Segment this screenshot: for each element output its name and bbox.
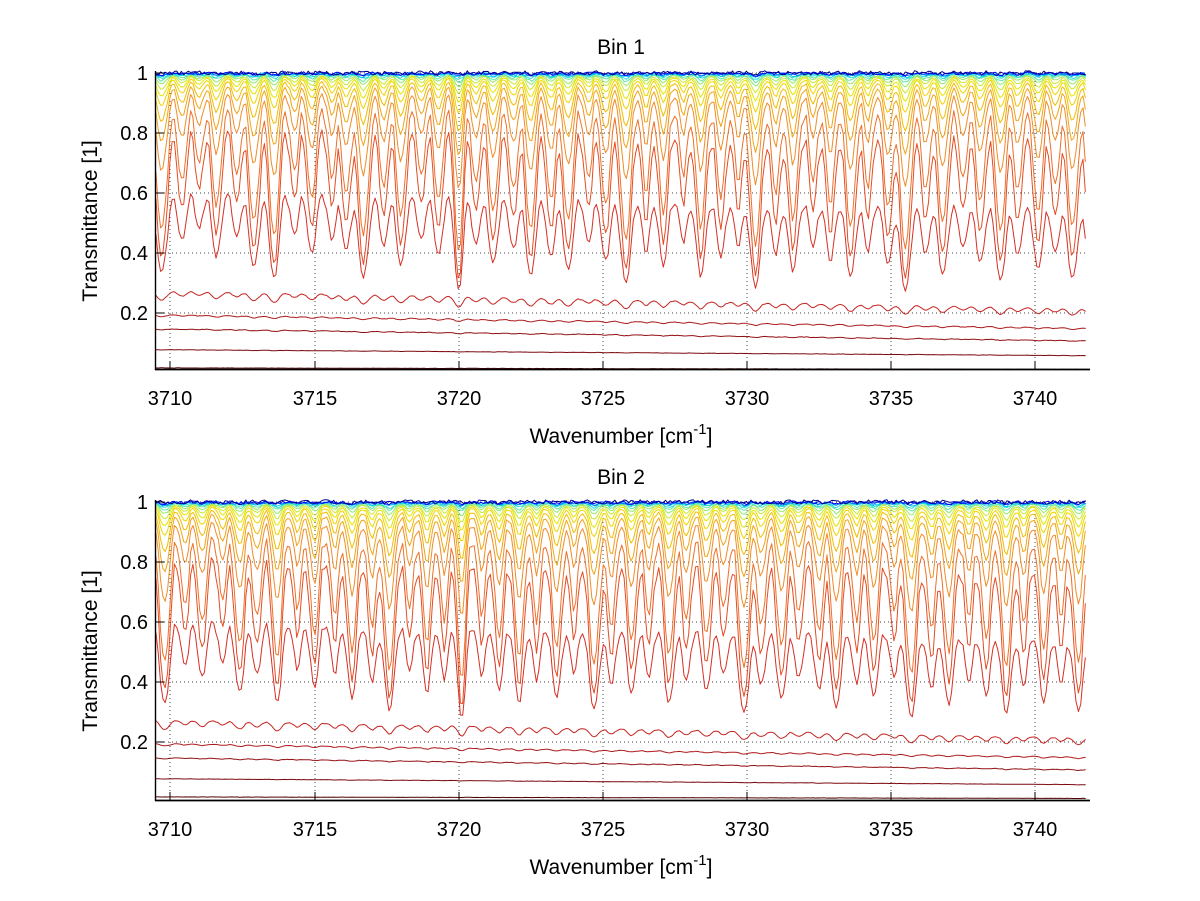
subplot-bin2: Bin 2 Transmittance [1] 1 0.8 0.6 0.4 0.… <box>79 466 1090 879</box>
ytick-label: 0.2 <box>120 732 148 754</box>
transmittance-curve <box>156 72 1086 84</box>
transmittance-curve <box>156 778 1086 786</box>
transmittance-curve <box>156 80 1086 132</box>
bin1-ylabel: Transmittance [1] <box>79 140 102 301</box>
transmittance-curve <box>156 505 1086 531</box>
xtick-label: 3735 <box>869 819 914 841</box>
ytick-label: 0.6 <box>120 612 148 634</box>
ytick-label: 0.8 <box>120 552 148 574</box>
transmittance-curve <box>156 93 1086 189</box>
transmittance-curve <box>156 796 1086 799</box>
xtick-label: 3720 <box>437 819 482 841</box>
xtick-label: 3730 <box>725 388 770 410</box>
xtick-label: 3725 <box>581 819 626 841</box>
bin2-axes <box>154 500 1090 802</box>
ytick-label: 0.4 <box>120 672 148 694</box>
transmittance-curve <box>156 500 1086 506</box>
xtick-label: 3720 <box>437 388 482 410</box>
ytick-label: 0.2 <box>120 303 148 325</box>
ytick-label: 0.6 <box>120 183 148 205</box>
transmittance-curve <box>156 720 1086 746</box>
transmittance-curve <box>156 129 1086 279</box>
xtick-label: 3710 <box>148 388 193 410</box>
transmittance-curve <box>156 513 1086 582</box>
transmittance-curve <box>156 621 1086 718</box>
ytick-label: 1 <box>137 492 148 514</box>
bin2-curves <box>156 499 1086 799</box>
transmittance-curve <box>156 349 1086 357</box>
xtick-label: 3740 <box>1013 819 1058 841</box>
transmittance-curve <box>156 70 1086 76</box>
bin1-title: Bin 1 <box>597 36 645 59</box>
transmittance-curve <box>156 314 1086 330</box>
transmittance-curve <box>156 521 1086 614</box>
xtick-label: 3710 <box>148 819 193 841</box>
transmittance-curve <box>156 77 1086 114</box>
transmittance-curve <box>156 757 1086 771</box>
ytick-label: 0.8 <box>120 123 148 145</box>
bin2-ylabel: Transmittance [1] <box>79 570 102 731</box>
transmittance-curve <box>156 506 1086 541</box>
transmittance-curve <box>156 328 1086 342</box>
transmittance-curve <box>156 76 1086 103</box>
transmittance-curve <box>156 743 1086 760</box>
transmittance-curve <box>156 501 1086 512</box>
transmittance-curve <box>156 291 1086 316</box>
transmittance-curve <box>156 499 1086 505</box>
bin2-xtick-labels: 3710 3715 3720 3725 3730 3735 3740 <box>148 819 1058 841</box>
ytick-label: 0.4 <box>120 243 148 265</box>
xtick-label: 3730 <box>725 819 770 841</box>
transmittance-curve <box>156 193 1086 292</box>
transmittance-curve <box>156 75 1086 94</box>
transmittance-curve <box>156 85 1086 155</box>
xtick-label: 3715 <box>293 819 338 841</box>
transmittance-curve <box>156 72 1086 79</box>
bin2-xlabel: Wavenumber [cm-1] <box>530 852 713 879</box>
subplot-bin1: Bin 1 Transmittance [1] 1 0.8 0.6 0.4 0.… <box>79 36 1090 448</box>
xtick-label: 3715 <box>293 388 338 410</box>
bin2-title: Bin 2 <box>597 466 645 489</box>
transmittance-curve <box>156 536 1086 676</box>
transmittance-curve <box>156 504 1086 523</box>
bin1-ytick-labels: 1 0.8 0.6 0.4 0.2 <box>120 63 148 325</box>
bin1-xlabel: Wavenumber [cm-1] <box>530 421 713 448</box>
bin2-ytick-labels: 1 0.8 0.6 0.4 0.2 <box>120 492 148 754</box>
xtick-label: 3725 <box>581 388 626 410</box>
bin1-curves <box>156 70 1086 370</box>
transmittance-curve <box>156 74 1086 88</box>
ytick-label: 1 <box>137 63 148 85</box>
xtick-label: 3740 <box>1013 388 1058 410</box>
xtick-label: 3735 <box>869 388 914 410</box>
transmittance-curve <box>156 557 1086 704</box>
transmittance-curve <box>156 108 1086 251</box>
bin1-xtick-labels: 3710 3715 3720 3725 3730 3735 3740 <box>148 388 1058 410</box>
transmittance-curve <box>156 509 1086 559</box>
bin1-axes <box>154 71 1090 371</box>
